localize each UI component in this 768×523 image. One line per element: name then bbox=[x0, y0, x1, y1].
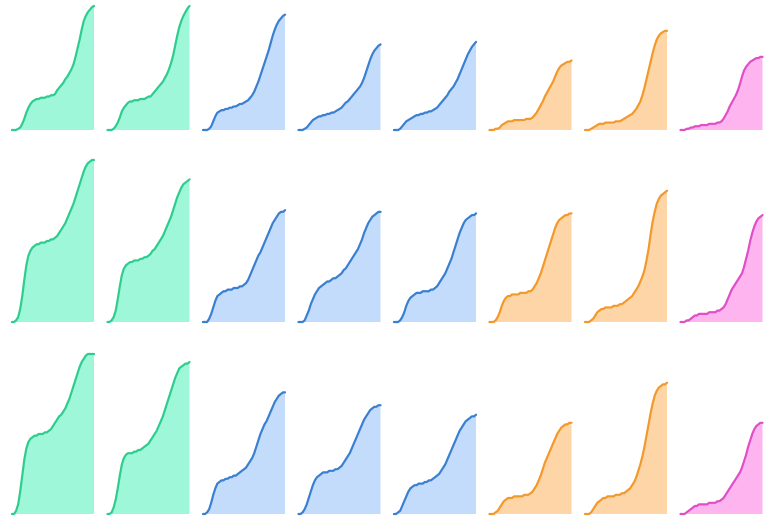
area-fill bbox=[394, 41, 476, 130]
area-line bbox=[583, 29, 669, 132]
panel-r0-c7 bbox=[679, 55, 764, 132]
area-fill bbox=[298, 44, 381, 130]
area-line bbox=[10, 158, 96, 324]
area-line bbox=[106, 178, 191, 324]
area-line bbox=[297, 210, 382, 324]
panel-r2-c4 bbox=[392, 413, 478, 516]
area-fill bbox=[203, 210, 285, 322]
area-fill bbox=[298, 405, 381, 514]
area-line bbox=[106, 4, 191, 132]
area-line bbox=[10, 352, 96, 516]
area-line bbox=[297, 404, 382, 516]
area-fill bbox=[203, 392, 285, 514]
area-fill bbox=[298, 211, 381, 322]
panel-r1-c6 bbox=[583, 189, 669, 324]
chart-panels bbox=[10, 4, 764, 516]
panel-r1-c4 bbox=[392, 212, 478, 324]
area-line bbox=[679, 213, 764, 324]
panel-r2-c5 bbox=[488, 421, 573, 516]
area-line bbox=[679, 421, 764, 516]
area-fill bbox=[12, 354, 94, 514]
area-fill bbox=[12, 160, 94, 322]
area-line bbox=[392, 40, 478, 132]
area-fill bbox=[107, 6, 190, 130]
panel-r0-c5 bbox=[488, 59, 573, 132]
panel-r2-c6 bbox=[583, 381, 669, 516]
area-fill bbox=[585, 382, 667, 514]
area-fill bbox=[107, 179, 190, 322]
panel-r1-c1 bbox=[106, 178, 191, 324]
area-fill bbox=[680, 422, 763, 514]
area-line bbox=[297, 43, 382, 132]
area-fill bbox=[489, 213, 572, 322]
area-line bbox=[583, 189, 669, 324]
area-line bbox=[583, 381, 669, 516]
panel-r1-c0 bbox=[10, 158, 96, 324]
area-fill bbox=[489, 422, 572, 514]
panel-r2-c0 bbox=[10, 352, 96, 516]
panel-r1-c3 bbox=[297, 210, 382, 324]
panel-r0-c0 bbox=[10, 4, 96, 132]
panel-r2-c1 bbox=[106, 360, 191, 516]
area-fill bbox=[489, 60, 572, 131]
panel-r0-c1 bbox=[106, 4, 191, 132]
area-fill bbox=[680, 56, 763, 131]
area-fill bbox=[203, 14, 285, 130]
area-line bbox=[488, 421, 573, 516]
area-line bbox=[679, 55, 764, 132]
area-line bbox=[201, 391, 287, 516]
area-fill bbox=[585, 30, 667, 130]
panel-r1-c5 bbox=[488, 212, 573, 324]
area-line bbox=[106, 360, 191, 516]
area-line bbox=[392, 413, 478, 516]
area-line bbox=[488, 212, 573, 324]
area-line bbox=[392, 212, 478, 324]
panel-r0-c3 bbox=[297, 43, 382, 132]
area-fill bbox=[585, 190, 667, 322]
panel-r0-c2 bbox=[201, 13, 287, 132]
area-line bbox=[488, 59, 573, 132]
panel-r0-c4 bbox=[392, 40, 478, 132]
area-line bbox=[201, 209, 287, 324]
panel-r1-c2 bbox=[201, 209, 287, 324]
area-fill bbox=[107, 362, 190, 514]
panel-r2-c2 bbox=[201, 391, 287, 516]
area-fill bbox=[394, 414, 476, 514]
area-fill bbox=[12, 6, 94, 130]
panel-r2-c7 bbox=[679, 421, 764, 516]
area-line bbox=[201, 13, 287, 132]
panel-r1-c7 bbox=[679, 213, 764, 324]
area-fill bbox=[680, 215, 763, 322]
panel-r0-c6 bbox=[583, 29, 669, 132]
area-line bbox=[10, 4, 96, 132]
panel-r2-c3 bbox=[297, 404, 382, 516]
